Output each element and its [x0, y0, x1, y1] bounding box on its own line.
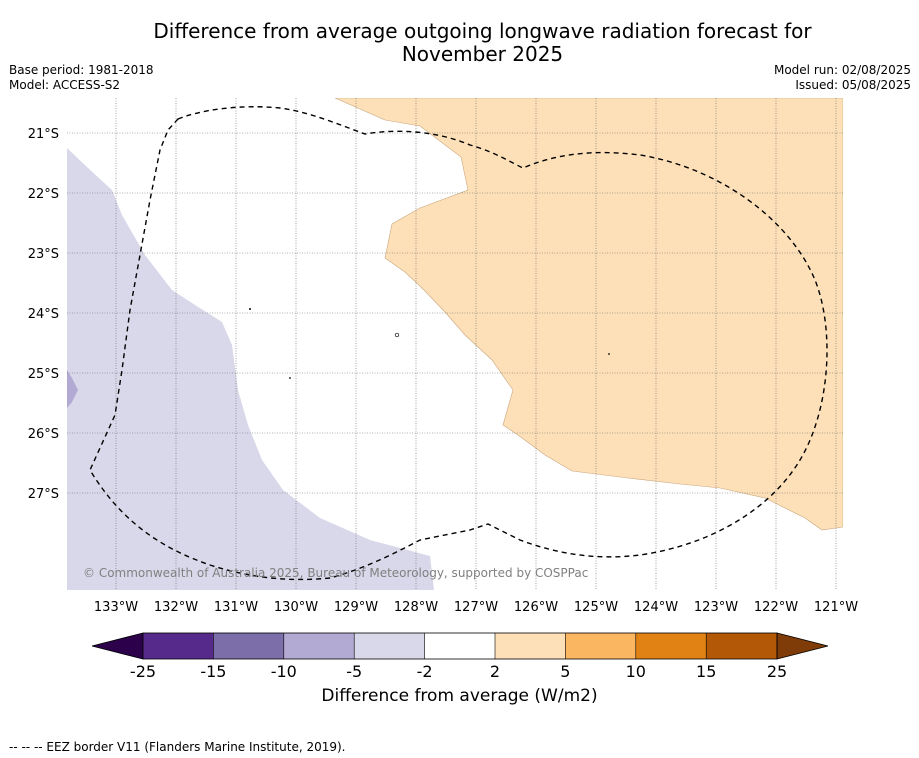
lon-label: 131°W	[214, 600, 258, 615]
colorbar-segment	[143, 633, 214, 659]
lon-labels: 133°W 132°W 131°W 130°W 129°W 128°W 127°…	[94, 600, 858, 615]
colorbar-tick: 10	[626, 662, 646, 681]
colorbar: -25 -15 -10 -5 -2 2 5 10 15 25	[91, 632, 829, 681]
lon-label: 133°W	[94, 600, 138, 615]
title-line-1: Difference from average outgoing longwav…	[153, 19, 812, 43]
colorbar-tick: -5	[346, 662, 362, 681]
island-marker	[249, 308, 251, 310]
region-negative-medium	[67, 370, 78, 408]
region-negative-light	[67, 148, 434, 590]
lon-label: 122°W	[754, 600, 798, 615]
colorbar-segment	[635, 633, 707, 659]
lat-label: 21°S	[28, 127, 59, 142]
colorbar-tick: 25	[767, 662, 787, 681]
lon-label: 123°W	[694, 600, 738, 615]
title-line-2: November 2025	[401, 42, 564, 66]
colorbar-tick: -15	[200, 662, 226, 681]
colorbar-segment	[283, 633, 355, 659]
lat-label: 22°S	[28, 187, 59, 202]
lon-label: 121°W	[814, 600, 858, 615]
eez-border	[89, 106, 828, 581]
base-info: Base period: 1981-2018 Model: ACCESS-S2	[9, 63, 154, 93]
base-period: Base period: 1981-2018	[9, 63, 154, 77]
gridlines	[67, 98, 843, 590]
lon-label: 128°W	[394, 600, 438, 615]
lon-label: 132°W	[154, 600, 198, 615]
lat-labels: 21°S 22°S 23°S 24°S 25°S 26°S 27°S	[28, 127, 59, 502]
colorbar-extend-high	[776, 632, 829, 660]
colorbar-segment	[354, 633, 425, 659]
model-name: Model: ACCESS-S2	[9, 78, 121, 92]
colorbar-extend-low	[91, 632, 144, 660]
eez-footnote: -- -- -- EEZ border V11 (Flanders Marine…	[9, 740, 346, 754]
colorbar-label: Difference from average (W/m2)	[321, 686, 598, 706]
model-run: Model run: 02/08/2025	[773, 63, 911, 77]
issued-date: Issued: 05/08/2025	[795, 78, 911, 92]
chart-title: Difference from average outgoing longwav…	[0, 20, 919, 66]
island-marker	[394, 332, 400, 338]
colorbar-tick: -10	[271, 662, 297, 681]
colorbar-tick: 2	[490, 662, 500, 681]
island-marker	[289, 377, 291, 379]
colorbar-segment	[495, 633, 566, 659]
colorbar-segment	[424, 633, 495, 659]
lon-label: 130°W	[274, 600, 318, 615]
lon-label: 125°W	[574, 600, 618, 615]
colorbar-tick: 5	[560, 662, 570, 681]
lat-label: 27°S	[28, 487, 59, 502]
run-info: Model run: 02/08/2025 Issued: 05/08/2025	[774, 63, 911, 93]
colorbar-segment	[706, 633, 777, 659]
lon-label: 126°W	[514, 600, 558, 615]
copyright-notice: © Commonwealth of Australia 2025, Bureau…	[83, 566, 588, 580]
lat-label: 24°S	[28, 307, 59, 322]
lat-label: 23°S	[28, 247, 59, 262]
colorbar-tick: -2	[417, 662, 433, 681]
colorbar-segment	[565, 633, 636, 659]
colorbar-tick: 15	[696, 662, 716, 681]
colorbar-tick: -25	[130, 662, 156, 681]
lat-label: 26°S	[28, 427, 59, 442]
map-area: © Commonwealth of Australia 2025, Bureau…	[67, 98, 843, 590]
colorbar-outline	[142, 632, 778, 660]
lon-label: 129°W	[334, 600, 378, 615]
lon-label: 124°W	[634, 600, 678, 615]
lon-label: 127°W	[454, 600, 498, 615]
island-marker	[608, 353, 610, 355]
lat-label: 25°S	[28, 367, 59, 382]
colorbar-segment	[213, 633, 284, 659]
